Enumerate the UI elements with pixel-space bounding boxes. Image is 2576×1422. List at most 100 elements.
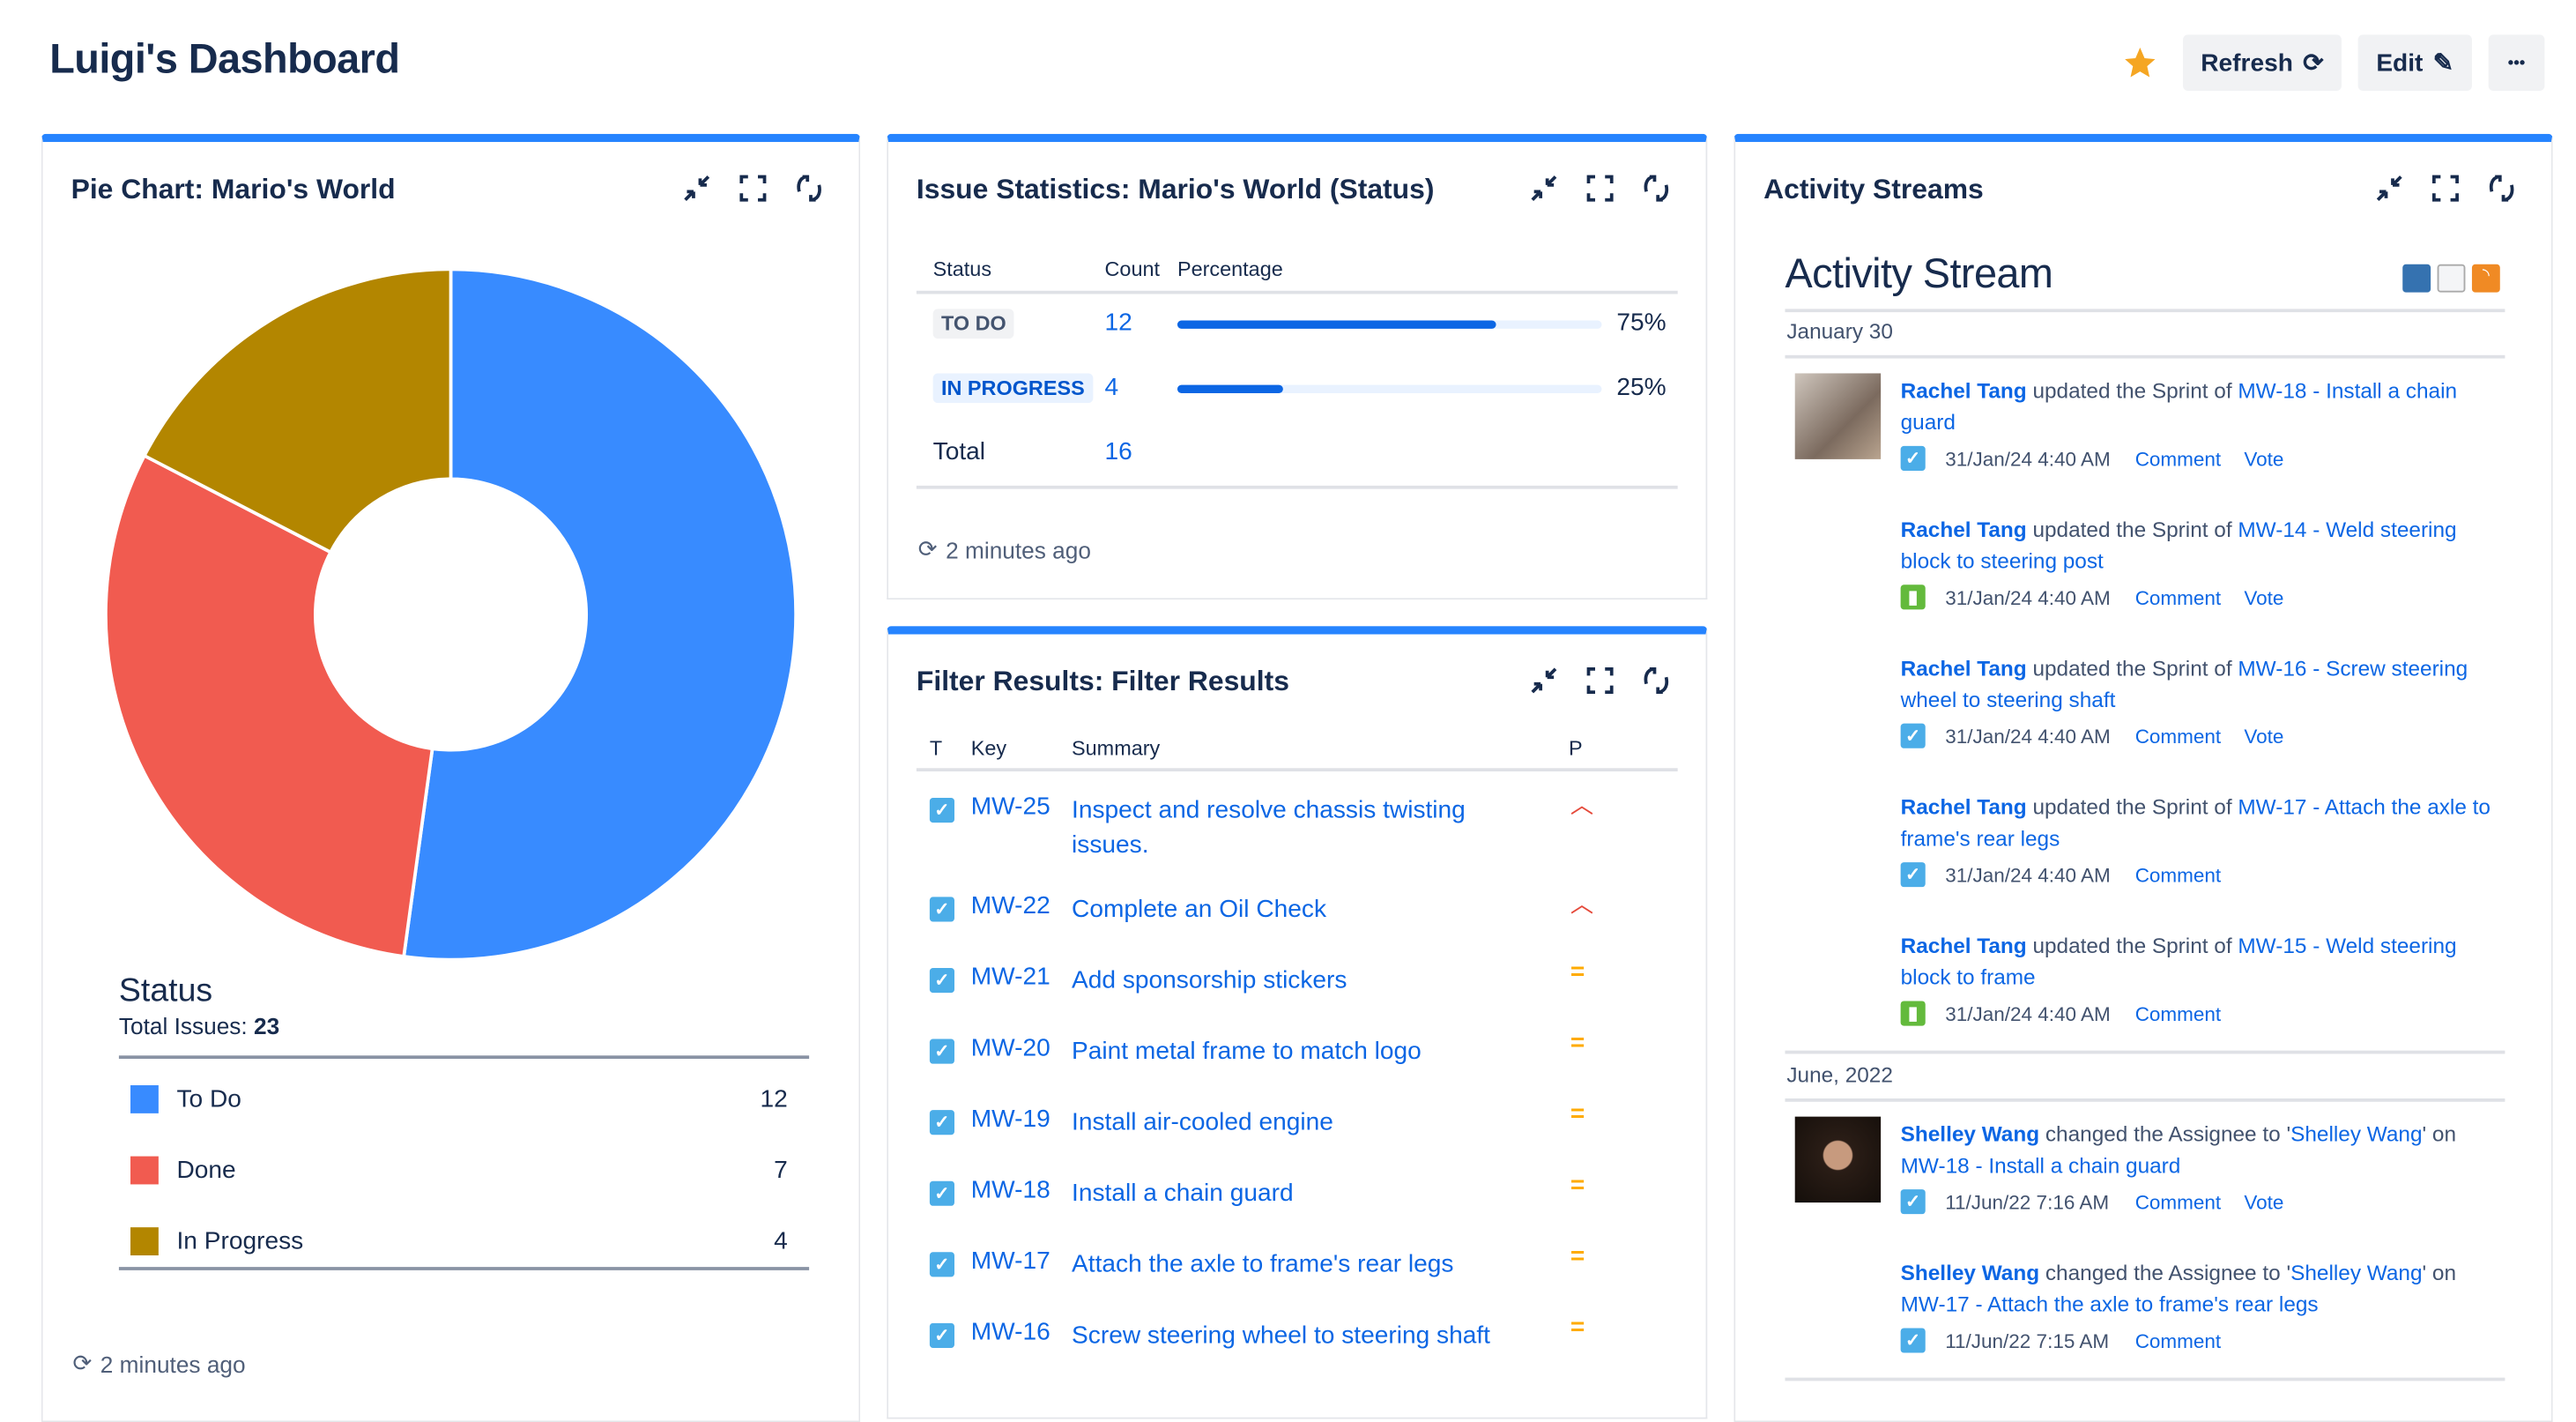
issue-summary[interactable]: Screw steering wheel to steering shaft <box>1072 1321 1490 1350</box>
col-status: Status <box>932 257 992 281</box>
refresh-icon[interactable] <box>2485 172 2518 205</box>
issue-key[interactable]: MW-20 <box>970 1033 1050 1062</box>
status-lozenge-inprogress: IN PROGRESS <box>932 373 1094 404</box>
list-view-icon[interactable] <box>2437 264 2466 293</box>
activity-meta: ✓ 11/Jun/22 7:15 AM Comment <box>1900 1328 2245 1353</box>
divider <box>1785 1050 2505 1054</box>
minimize-icon[interactable] <box>1527 664 1560 696</box>
legend-title: Status <box>118 972 213 1009</box>
issue-link[interactable]: MW-16 - Screw steering wheel to steering… <box>1900 655 2468 712</box>
pie-slice-to-do[interactable] <box>402 267 798 962</box>
activity-meta: ✓ 31/Jan/24 4:40 AM Comment <box>1900 862 2245 888</box>
maximize-icon[interactable] <box>1584 172 1616 205</box>
legend-item[interactable]: In Progress 4 <box>130 1227 788 1256</box>
user-link[interactable]: Rachel Tang <box>1900 517 2027 542</box>
task-icon: ✓ <box>1900 1189 1926 1215</box>
comment-link[interactable]: Comment <box>2134 1329 2222 1352</box>
issue-link[interactable]: MW-17 - Attach the axle to frame's rear … <box>1900 1292 2319 1317</box>
priority-medium-icon: = <box>1570 1099 1585 1128</box>
issue-summary[interactable]: Complete an Oil Check <box>1072 895 1327 924</box>
priority-medium-icon: = <box>1570 1171 1585 1200</box>
comment-link[interactable]: Comment <box>2134 1190 2222 1214</box>
avatar[interactable] <box>1794 373 1882 459</box>
refresh-icon: ⟳ <box>72 1349 93 1376</box>
timestamp: 31/Jan/24 4:40 AM <box>1945 724 2111 748</box>
issue-link[interactable]: MW-17 - Attach the axle to frame's rear … <box>1900 794 2491 851</box>
full-view-icon[interactable] <box>2402 264 2431 293</box>
legend-item[interactable]: To Do 12 <box>130 1085 788 1113</box>
activity-meta: ✓ 31/Jan/24 4:40 AM Comment Vote <box>1900 445 2307 472</box>
vote-link[interactable]: Vote <box>2244 1190 2284 1214</box>
user-link[interactable]: Rachel Tang <box>1900 378 2027 404</box>
edit-button[interactable]: Edit ✎ <box>2357 34 2472 92</box>
user-link[interactable]: Rachel Tang <box>1900 933 2027 958</box>
issue-summary[interactable]: Paint metal frame to match logo <box>1072 1037 1422 1066</box>
story-icon: ▮ <box>1900 584 1926 610</box>
comment-link[interactable]: Comment <box>2134 724 2222 748</box>
activity-item: Rachel Tang updated the Sprint of MW-18 … <box>1901 375 2504 437</box>
issue-link[interactable]: MW-15 - Weld steering block to frame <box>1900 933 2457 990</box>
issue-key[interactable]: MW-17 <box>970 1247 1050 1276</box>
comment-link[interactable]: Comment <box>2134 446 2222 471</box>
story-icon: ▮ <box>1900 1001 1926 1026</box>
task-icon: ✓ <box>929 1180 954 1206</box>
issue-key[interactable]: MW-22 <box>970 891 1050 920</box>
comment-link[interactable]: Comment <box>2134 1001 2222 1025</box>
minimize-icon[interactable] <box>680 172 713 205</box>
vote-link[interactable]: Vote <box>2244 446 2284 471</box>
minimize-icon[interactable] <box>2373 172 2406 205</box>
divider <box>118 1267 810 1270</box>
minimize-icon[interactable] <box>1527 172 1560 205</box>
issue-summary[interactable]: Inspect and resolve chassis twisting iss… <box>1072 796 1466 860</box>
action-text: updated the Sprint of <box>2026 794 2238 820</box>
pie-slice-in-progress[interactable] <box>142 267 453 555</box>
refresh-icon[interactable] <box>792 172 825 205</box>
user-link[interactable]: Rachel Tang <box>1900 655 2027 681</box>
issue-key[interactable]: MW-16 <box>970 1318 1050 1347</box>
star-icon[interactable] <box>2122 45 2158 81</box>
task-icon: ✓ <box>1900 862 1926 888</box>
more-icon: ••• <box>2507 53 2526 72</box>
comment-link[interactable]: Comment <box>2134 863 2222 887</box>
issue-link[interactable]: MW-18 - Install a chain guard <box>1900 378 2458 435</box>
user-link[interactable]: Shelley Wang <box>1900 1260 2040 1285</box>
user-link[interactable]: Rachel Tang <box>1900 794 2027 820</box>
assignee-link[interactable]: Shelley Wang <box>2290 1260 2423 1285</box>
maximize-icon[interactable] <box>1584 664 1616 696</box>
pie-slice-done[interactable] <box>104 453 434 959</box>
user-link[interactable]: Shelley Wang <box>1900 1121 2040 1147</box>
issue-link[interactable]: MW-18 - Install a chain guard <box>1900 1152 2181 1178</box>
issue-summary[interactable]: Add sponsorship stickers <box>1072 966 1347 994</box>
timestamp: 31/Jan/24 4:40 AM <box>1945 446 2111 471</box>
divider <box>1785 354 2505 359</box>
rss-icon[interactable]: ◝ <box>2471 264 2500 293</box>
issue-key[interactable]: MW-18 <box>970 1176 1050 1204</box>
vote-link[interactable]: Vote <box>2244 724 2284 748</box>
total-label: Total Issues: <box>118 1012 248 1039</box>
activity-item: Rachel Tang updated the Sprint of MW-16 … <box>1901 652 2504 715</box>
issue-key[interactable]: MW-21 <box>970 963 1050 992</box>
issue-link[interactable]: MW-14 - Weld steering block to steering … <box>1900 517 2457 574</box>
count-link[interactable]: 12 <box>1104 309 1132 338</box>
total-link[interactable]: 16 <box>1104 437 1132 466</box>
avatar[interactable] <box>1794 1116 1882 1203</box>
maximize-icon[interactable] <box>2429 172 2461 205</box>
maximize-icon[interactable] <box>737 172 769 205</box>
comment-link[interactable]: Comment <box>2134 585 2222 609</box>
assignee-link[interactable]: Shelley Wang <box>2290 1121 2423 1147</box>
legend-item[interactable]: Done 7 <box>130 1156 788 1185</box>
activity-heading: Activity Stream <box>1785 250 2053 298</box>
divider <box>118 1055 810 1060</box>
refresh-button[interactable]: Refresh ⟳ <box>2183 34 2342 92</box>
issue-key[interactable]: MW-25 <box>970 793 1050 822</box>
refresh-icon[interactable] <box>1640 172 1673 205</box>
more-button[interactable]: ••• <box>2488 34 2545 92</box>
vote-link[interactable]: Vote <box>2244 585 2284 609</box>
refresh-icon[interactable] <box>1640 664 1673 696</box>
issue-summary[interactable]: Attach the axle to frame's rear legs <box>1072 1250 1454 1279</box>
issue-key[interactable]: MW-19 <box>970 1105 1050 1134</box>
issue-summary[interactable]: Install air-cooled engine <box>1072 1108 1333 1137</box>
count-link[interactable]: 4 <box>1104 373 1119 402</box>
issue-summary[interactable]: Install a chain guard <box>1072 1179 1294 1208</box>
legend-label: To Do <box>176 1085 241 1113</box>
